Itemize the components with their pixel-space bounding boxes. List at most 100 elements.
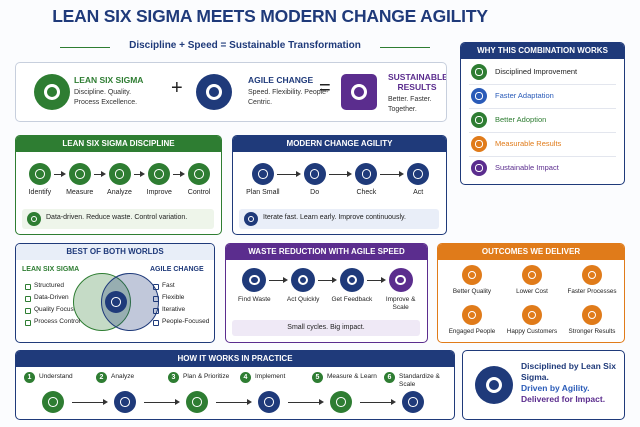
step-number: 6 [384,372,395,383]
icon-glyph [44,84,60,100]
step-label: Plan Small [246,189,280,196]
icon [196,74,232,110]
practice-box: HOW IT WORKS IN PRACTICE 1 Understand 2 Anal… [15,350,455,420]
step-label: Control [187,189,211,196]
outcome-label: Lower Cost [516,288,548,295]
icon-glyph [258,169,268,179]
icon [242,268,267,292]
divider [469,132,616,133]
section-title: WASTE REDUCTION WITH AGILE SPEED [226,244,427,260]
term-title: SUSTAINABLE RESULTS [388,72,447,92]
arrow-head [380,277,386,283]
arrow [269,280,286,281]
step-label: Improve & Scale [385,296,416,311]
icon [522,305,542,325]
section-title: BEST OF BOTH WORLDS [16,244,214,260]
icon-glyph [309,169,320,179]
step-label: Improve [146,189,172,196]
icon-glyph [192,397,202,407]
icon-glyph [467,270,477,280]
arrow [328,174,350,175]
title: LEAN SIX SIGMA MEETS MODERN CHANGE AGILI… [52,6,488,26]
icon [355,163,378,185]
icon-glyph [48,397,58,407]
section-title: LEAN SIX SIGMA DISCIPLINE [16,136,221,152]
icon-glyph [30,215,38,223]
icon-glyph [527,270,537,280]
icon-glyph [351,84,367,100]
check [153,296,159,302]
subtitle: Discipline + Speed = Sustainable Transfo… [110,40,380,51]
outcome-label: Stronger Results [568,328,616,335]
icon [303,163,326,185]
icon [341,74,377,110]
icon [407,163,430,185]
venn-item: Fast [162,282,175,289]
icon [582,305,602,325]
icon-glyph [35,169,45,179]
icon-glyph [587,310,597,320]
arrow [133,174,143,175]
equation-box: LEAN SIX SIGMA Discipline. Quality. Proce… [15,62,447,122]
note-strip [232,320,420,336]
arrow [144,402,177,403]
note: Data-driven. Reduce waste. Control varia… [46,214,188,221]
summary-line: Delivered for Impact. [521,394,606,404]
icon-glyph [114,169,125,179]
arrow-head [295,171,301,177]
venn-item: Iterative [162,306,186,313]
venn-item: Quality Focus [34,306,74,313]
icon [339,268,364,292]
venn-title: AGILE CHANGE [150,266,204,273]
arrow-head [331,277,337,283]
step-label: Measure & Learn [327,373,377,380]
arrow [93,174,103,175]
arrow-head [347,171,353,177]
icon [402,391,424,413]
icon-glyph [587,270,597,280]
section-title: HOW IT WORKS IN PRACTICE [16,351,454,367]
lss-box: LEAN SIX SIGMA DISCIPLINE Identify Measure… [15,135,222,235]
icon-glyph [346,274,358,286]
step-label: Analyze [111,373,135,380]
venn-title: LEAN SIX SIGMA [22,266,80,273]
icon [471,136,487,152]
step-label: Understand [39,373,73,380]
arrow [380,174,402,175]
arrow-head [100,171,106,177]
arrow-head [391,399,396,405]
why-box: WHY THIS COMBINATION WORKS Disciplined Im… [460,42,625,185]
step-number: 2 [96,372,107,383]
divider [469,84,616,85]
icon-glyph [336,397,346,407]
step-label: Get Feedback [331,296,373,303]
why-item: Better Adoption [495,115,547,124]
step-label: Implement [255,373,286,380]
icon [471,160,487,176]
check [25,296,31,302]
icon-glyph [111,297,121,307]
arrow [276,174,298,175]
why-item: Measurable Results [495,139,562,148]
step-number: 5 [312,372,323,383]
icon [188,163,211,185]
icon [471,88,487,104]
icon-glyph [413,169,423,179]
icon-glyph [297,274,309,286]
icon [330,391,352,413]
note: Small cycles. Big impact. [287,324,365,331]
arrow [318,280,334,281]
arrow-head [175,399,180,405]
section-title: MODERN CHANGE AGILITY [233,136,446,152]
venn-item: Structured [34,282,64,289]
step-number: 3 [168,372,179,383]
note-strip: Iterate fast. Learn early. Improve conti… [239,209,439,229]
arrow [72,402,105,403]
icon [186,391,208,413]
check [153,284,159,290]
icon [244,212,258,226]
step-label: Do [310,189,320,196]
icon-glyph [527,310,537,320]
summary-box: Disciplined by Lean Six Sigma. Driven by … [462,350,625,420]
